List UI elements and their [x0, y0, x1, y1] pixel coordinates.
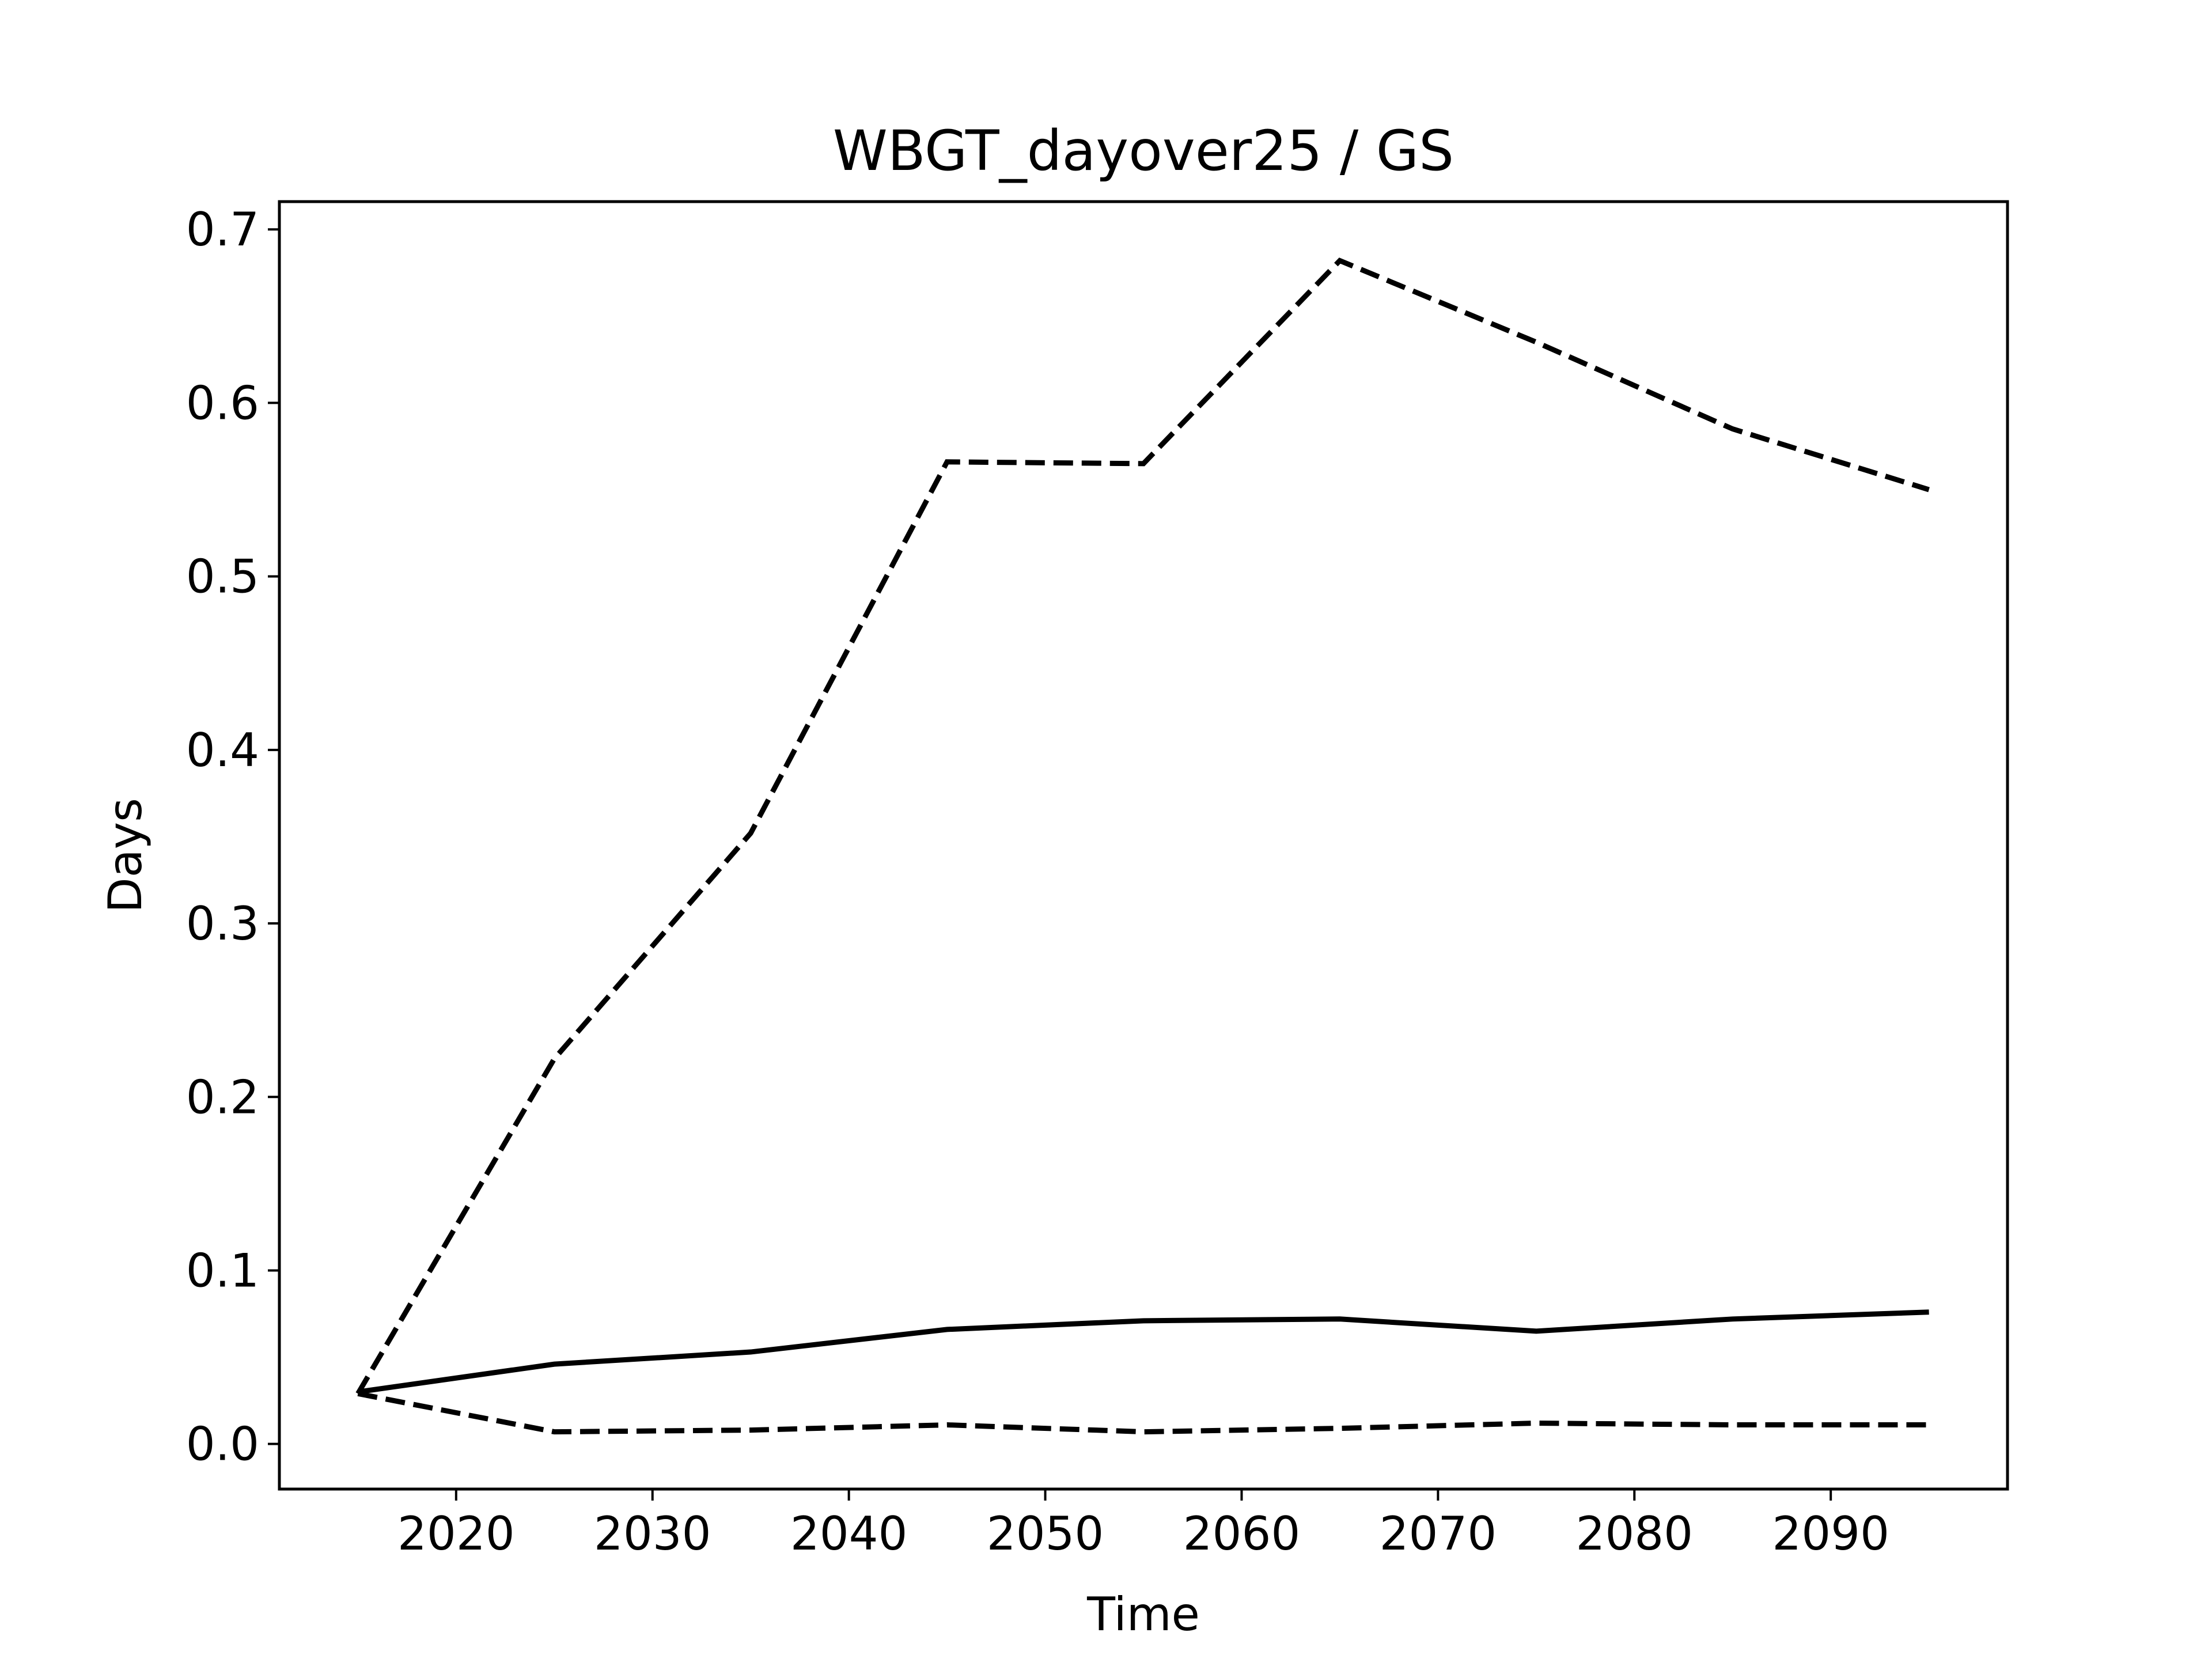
y-tick-label: 0.2	[186, 1070, 259, 1124]
y-tick-label: 0.7	[186, 203, 259, 256]
y-tick-label: 0.6	[186, 376, 259, 430]
x-tick-label: 2090	[1772, 1507, 1889, 1560]
y-tick-label: 0.1	[186, 1244, 259, 1297]
chart-title: WBGT_dayover25 / GS	[833, 119, 1454, 183]
series-group	[355, 257, 1930, 1435]
series-line-1	[355, 257, 1930, 1395]
x-tick-label: 2040	[790, 1507, 908, 1560]
x-tick-label: 2080	[1575, 1507, 1693, 1560]
x-axis-ticks: 2020 2030 2040 2050 2060 2070 2080 2090	[397, 1489, 1889, 1560]
y-tick-label: 0.4	[186, 724, 259, 777]
plot-frame	[278, 200, 2009, 1491]
y-tick-label: 0.3	[186, 897, 259, 950]
y-tick-label: 0.5	[186, 550, 259, 604]
y-tick-label: 0.0	[186, 1418, 259, 1471]
x-tick-label: 2060	[1183, 1507, 1301, 1560]
x-tick-label: 2020	[397, 1507, 515, 1560]
x-tick-label: 2050	[987, 1507, 1104, 1560]
x-tick-label: 2070	[1380, 1507, 1497, 1560]
y-axis-label: Days	[99, 798, 152, 913]
x-tick-label: 2030	[594, 1507, 711, 1560]
x-axis-label: Time	[1086, 1588, 1200, 1641]
series-line-2	[357, 1309, 1929, 1395]
series-line-3	[357, 1391, 1929, 1435]
y-axis-ticks: 0.0 0.1 0.2 0.3 0.4 0.5 0.6 0.7	[186, 203, 279, 1471]
